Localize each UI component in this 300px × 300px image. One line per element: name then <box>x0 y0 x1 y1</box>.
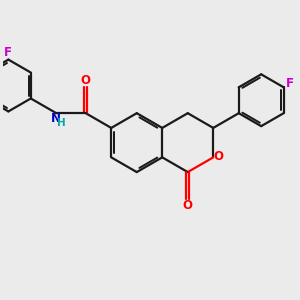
Text: F: F <box>286 77 294 90</box>
Text: H: H <box>57 118 66 128</box>
Text: F: F <box>4 46 12 59</box>
Text: O: O <box>183 199 193 212</box>
Text: O: O <box>214 150 224 163</box>
Text: N: N <box>50 112 60 125</box>
Text: O: O <box>81 74 91 87</box>
